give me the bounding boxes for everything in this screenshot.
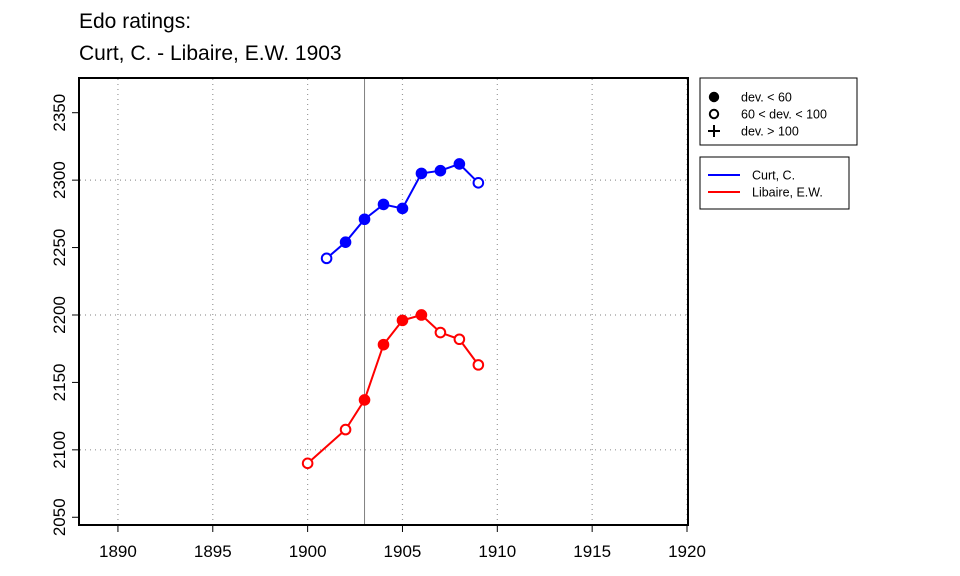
x-axis: 1890 1895 1900 1905 1910 1915 1920 xyxy=(99,525,706,561)
data-point xyxy=(396,202,409,215)
chart-title: Edo ratings: xyxy=(79,10,191,33)
y-tick-label: 2100 xyxy=(50,431,69,469)
legend-marker-filled xyxy=(708,91,720,103)
legend-marker-open xyxy=(708,108,720,120)
data-point xyxy=(301,457,314,470)
y-tick-label: 2050 xyxy=(50,498,69,536)
data-point xyxy=(377,198,390,211)
data-point xyxy=(434,164,447,177)
legend-marker-plus xyxy=(708,125,720,137)
y-tick-label: 2150 xyxy=(50,363,69,401)
y-tick-label: 2250 xyxy=(50,229,69,267)
data-point xyxy=(453,158,466,170)
data-point xyxy=(339,423,352,436)
y-tick-label: 2200 xyxy=(50,296,69,334)
legend-marker-label: dev. > 100 xyxy=(741,125,799,139)
data-point xyxy=(358,394,371,406)
legend-players: Curt, C. Libaire, E.W. xyxy=(699,156,850,210)
plot-frame xyxy=(78,77,689,526)
data-point xyxy=(453,333,466,346)
x-tick-label: 1910 xyxy=(478,542,516,561)
data-point xyxy=(320,252,333,265)
x-tick-label: 1900 xyxy=(289,542,327,561)
x-tick-label: 1915 xyxy=(573,542,611,561)
grid xyxy=(80,79,688,524)
legend-markers: dev. < 60 60 < dev. < 100 dev. > 100 xyxy=(699,77,858,146)
y-tick-label: 2300 xyxy=(50,161,69,199)
series-1 xyxy=(320,158,485,265)
y-axis: 2050 2100 2150 2200 2250 2300 2350 xyxy=(50,94,79,536)
series-2 xyxy=(301,309,485,470)
legend-series-label: Curt, C. xyxy=(752,169,795,183)
data-point xyxy=(472,177,485,189)
x-tick-label: 1895 xyxy=(194,542,232,561)
data-point xyxy=(396,314,409,327)
data-point xyxy=(415,167,428,180)
data-point xyxy=(358,213,371,226)
legend-marker-label: 60 < dev. < 100 xyxy=(741,108,827,122)
data-point xyxy=(415,309,428,321)
x-tick-label: 1890 xyxy=(99,542,137,561)
legend-markers-box xyxy=(699,77,858,146)
x-tick-label: 1905 xyxy=(384,542,422,561)
data-point xyxy=(434,326,447,339)
series-layer xyxy=(301,158,485,470)
x-tick-label: 1920 xyxy=(668,542,706,561)
series-line xyxy=(306,313,480,465)
legend-marker-label: dev. < 60 xyxy=(741,91,792,105)
legend-players-box xyxy=(699,156,850,210)
data-point xyxy=(472,359,485,371)
y-tick-label: 2350 xyxy=(50,94,69,132)
data-point xyxy=(339,236,352,248)
legend-series-label: Libaire, E.W. xyxy=(752,186,823,200)
chart-subtitle: Curt, C. - Libaire, E.W. 1903 xyxy=(79,42,342,65)
data-point xyxy=(377,338,390,351)
